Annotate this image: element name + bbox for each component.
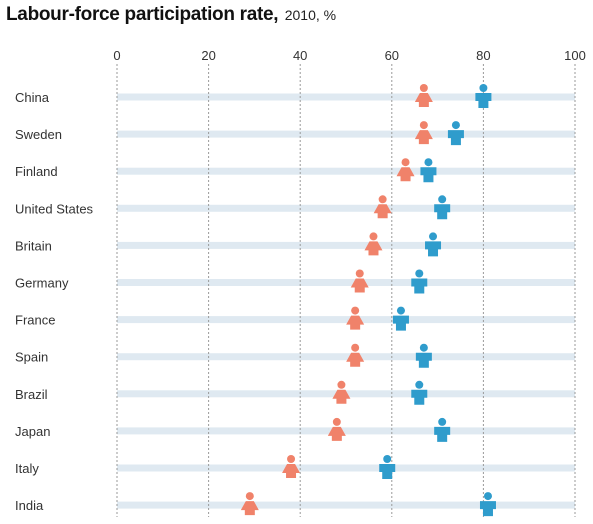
women-point [414, 121, 433, 145]
women-point [396, 158, 415, 182]
row-band [117, 241, 575, 249]
row-band [117, 167, 575, 175]
category-label: United States [15, 201, 94, 216]
x-tick-label: 20 [201, 48, 215, 63]
category-label: Britain [15, 238, 52, 253]
x-tick-label: 40 [293, 48, 307, 63]
row-band [117, 93, 575, 101]
category-label: Brazil [15, 387, 48, 402]
men-point [415, 343, 432, 368]
chart-subtitle: 2010, % [284, 7, 337, 23]
row-band [117, 316, 575, 324]
men-point [411, 380, 428, 405]
row-band [117, 353, 575, 361]
women-point [373, 195, 392, 219]
men-point [379, 455, 396, 479]
x-tick-label: 100 [564, 48, 586, 63]
men-point [475, 84, 492, 108]
women-point [364, 232, 383, 256]
women-point [327, 417, 346, 441]
chart-title-line: Labour-force participation rate, 2010, % [6, 4, 336, 26]
x-tick-label: 80 [476, 48, 490, 63]
row-band [117, 279, 575, 286]
men-point [479, 492, 496, 517]
men-point [420, 158, 437, 183]
x-tick-label: 0 [113, 48, 120, 63]
men-point [392, 306, 409, 331]
category-label: Italy [15, 461, 39, 476]
men-point [434, 417, 451, 442]
x-tick-label: 60 [385, 48, 399, 63]
women-point [282, 455, 301, 478]
men-point [425, 232, 442, 257]
men-point [434, 195, 451, 220]
category-label: France [15, 313, 55, 328]
women-point [240, 492, 259, 516]
category-label: Japan [15, 424, 50, 439]
chart-title: Labour-force participation rate, [6, 4, 279, 25]
category-label: Finland [15, 164, 58, 179]
category-label: China [15, 90, 50, 105]
row-band [117, 204, 575, 212]
women-point [346, 306, 365, 330]
women-point [414, 84, 433, 107]
men-point [447, 121, 464, 146]
category-label: Sweden [15, 127, 62, 142]
category-label: Germany [15, 276, 69, 291]
row-band [117, 501, 575, 509]
category-label: Spain [15, 350, 48, 365]
women-point [346, 343, 365, 367]
men-point [411, 269, 428, 294]
women-point [350, 269, 369, 293]
row-band [117, 130, 575, 138]
row-band [117, 464, 575, 472]
category-label: India [15, 498, 44, 513]
row-band [117, 427, 575, 435]
women-point [332, 380, 351, 404]
